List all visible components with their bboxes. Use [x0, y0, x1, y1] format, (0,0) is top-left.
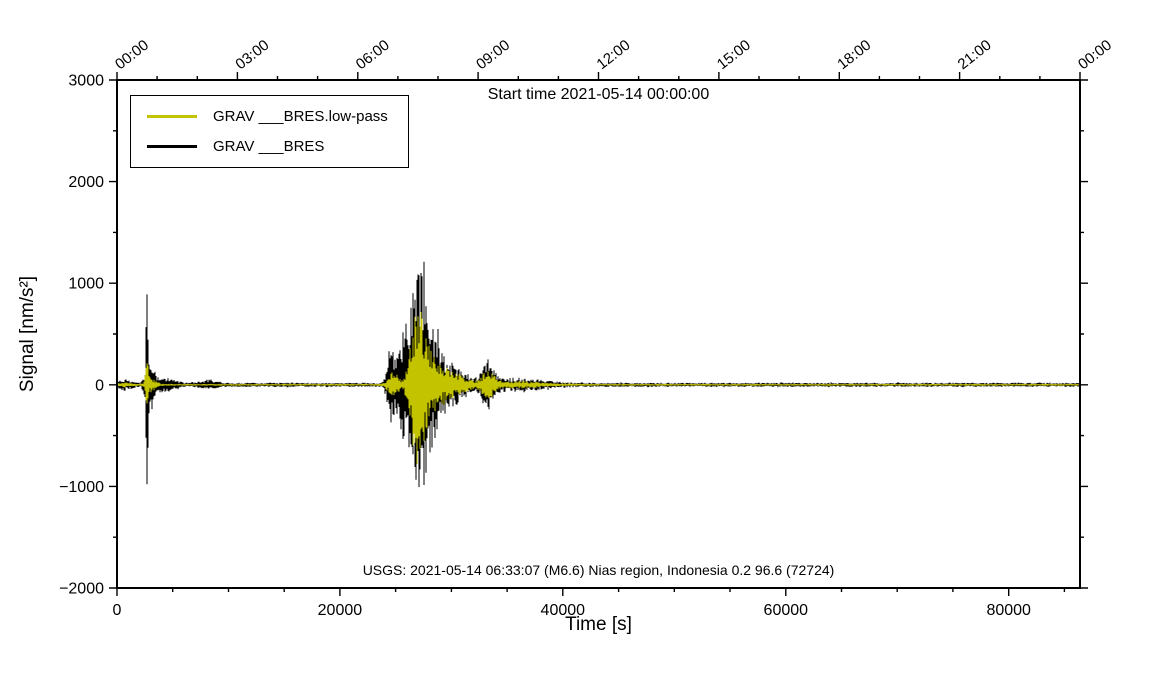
legend-line-raw-icon: [147, 144, 197, 149]
traces: [117, 261, 1080, 488]
legend-label-lowpass: GRAV ___BRES.low-pass: [213, 108, 388, 125]
top-time-tick-label: 12:00: [593, 37, 633, 74]
x-axis-label: Time [s]: [565, 614, 632, 635]
x-tick-label: 40000: [541, 602, 586, 619]
plot-title: Start time 2021-05-14 00:00:00: [487, 86, 710, 103]
y-tick-label: 2000: [68, 174, 104, 191]
y-tick-label: 1000: [68, 276, 104, 293]
top-time-tick-label: 00:00: [1075, 37, 1115, 74]
x-tick-label: 0: [113, 602, 122, 619]
x-tick-label: 80000: [986, 602, 1031, 619]
usgs-annotation: USGS: 2021-05-14 06:33:07 (M6.6) Nias re…: [362, 562, 835, 578]
top-time-tick-label: 18:00: [834, 37, 874, 74]
y-tick-label: 0: [95, 377, 104, 394]
top-time-tick-label: 21:00: [955, 37, 995, 74]
y-tick-label: −1000: [59, 479, 104, 496]
axis-ticks: [109, 72, 1088, 596]
top-time-tick-label: 03:00: [232, 37, 272, 74]
top-time-tick-label: 00:00: [112, 37, 152, 74]
legend-line-lowpass-icon: [147, 114, 197, 119]
legend: GRAV ___BRES.low-pass GRAV ___BRES: [130, 95, 409, 168]
legend-label-raw: GRAV ___BRES: [213, 138, 325, 155]
top-time-tick-label: 15:00: [714, 37, 754, 74]
legend-item: GRAV ___BRES: [147, 138, 388, 155]
y-axis-label: Signal [nm/s²]: [17, 275, 38, 393]
top-time-tick-label: 09:00: [473, 37, 513, 74]
y-tick-label: −2000: [59, 581, 104, 598]
top-time-tick-label: 06:00: [353, 37, 393, 74]
legend-item: GRAV ___BRES.low-pass: [147, 108, 388, 125]
trace-raw: [117, 261, 1080, 488]
trace-lowpass: [117, 312, 1080, 464]
x-tick-label: 20000: [318, 602, 363, 619]
y-tick-label: 3000: [68, 73, 104, 90]
x-tick-label: 60000: [764, 602, 809, 619]
